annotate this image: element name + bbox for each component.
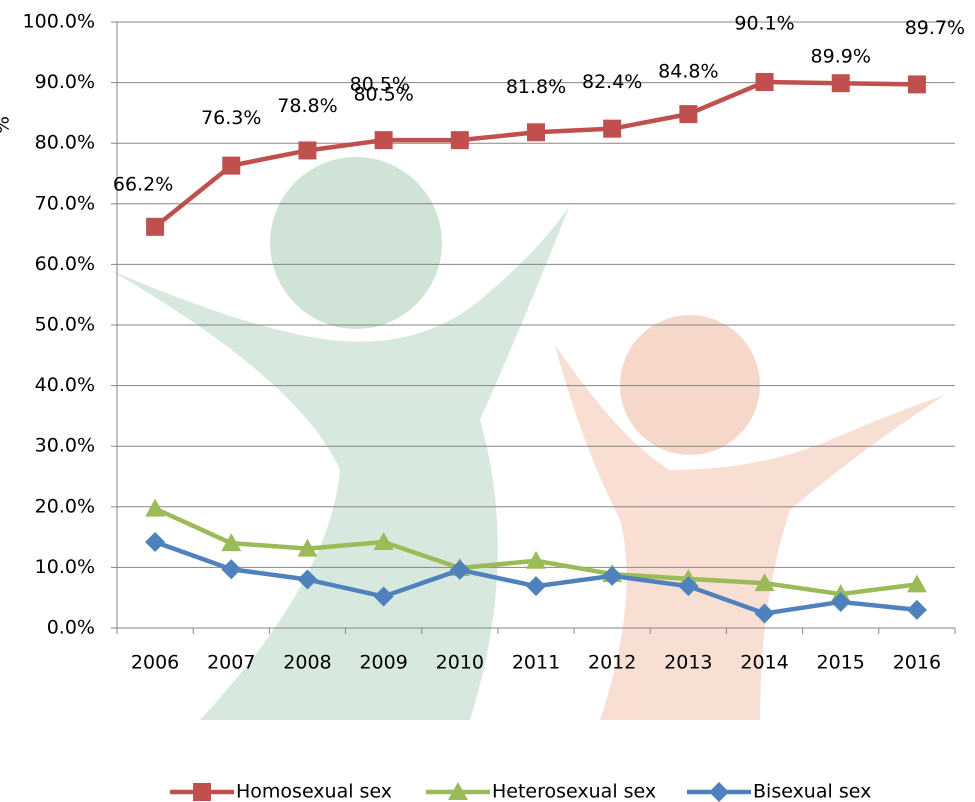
data-point <box>146 217 165 236</box>
data-point <box>679 105 698 124</box>
data-point <box>297 538 318 557</box>
data-point <box>222 156 241 175</box>
y-tick-label: 60.0% <box>35 253 95 275</box>
x-tick-label: 2015 <box>817 652 865 674</box>
legend-label: Bisexual sex <box>753 781 871 802</box>
data-point <box>602 565 623 586</box>
data-point <box>830 591 851 612</box>
data-point <box>221 533 242 552</box>
data-label: 84.8% <box>658 61 718 83</box>
data-label: 90.1% <box>734 12 794 34</box>
data-point <box>221 559 242 580</box>
data-point <box>298 141 317 160</box>
data-label: 76.3% <box>201 107 261 129</box>
x-tick-label: 2016 <box>893 652 941 674</box>
data-label: 89.9% <box>811 46 871 68</box>
data-point <box>526 576 546 597</box>
data-label: 82.4% <box>582 71 642 93</box>
data-point <box>755 72 774 91</box>
legend-marker <box>709 782 729 802</box>
y-tick-label: 100.0% <box>23 11 95 33</box>
data-point <box>754 573 775 592</box>
data-point <box>297 569 318 590</box>
data-point <box>678 576 699 597</box>
data-point <box>373 586 394 607</box>
x-tick-label: 2014 <box>740 652 788 674</box>
data-point <box>373 531 394 550</box>
y-tick-label: 90.0% <box>35 71 95 93</box>
data-point <box>906 599 927 620</box>
data-point <box>527 123 545 142</box>
y-tick-label: 80.0% <box>35 132 95 154</box>
y-tick-label: 40.0% <box>35 374 95 396</box>
x-tick-label: 2013 <box>664 652 712 674</box>
x-tick-label: 2012 <box>588 652 636 674</box>
x-tick-label: 2010 <box>436 652 484 674</box>
legend-marker <box>193 783 211 801</box>
data-point <box>831 74 850 93</box>
y-tick-label: 30.0% <box>35 435 95 457</box>
data-point <box>906 574 927 593</box>
data-point <box>374 131 393 150</box>
legend-marker <box>448 782 468 800</box>
data-label: 80.5% <box>350 74 410 96</box>
data-point <box>603 119 622 138</box>
data-point <box>449 559 470 580</box>
data-label: 81.8% <box>506 76 566 98</box>
legend-label: Homosexual sex <box>236 781 392 802</box>
x-tick-label: 2007 <box>207 652 255 674</box>
y-tick-label: 20.0% <box>35 495 95 517</box>
series-line <box>153 79 917 229</box>
data-point <box>145 498 166 517</box>
data-point <box>907 75 926 94</box>
x-tick-label: 2009 <box>359 652 407 674</box>
y-tick-label: 50.0% <box>35 314 95 336</box>
data-point <box>526 550 546 569</box>
data-label: 78.8% <box>277 95 337 117</box>
data-label: 80.5% <box>353 84 413 106</box>
data-point <box>450 131 469 150</box>
watermark <box>110 157 945 720</box>
legend-label: Heterosexual sex <box>492 781 656 802</box>
data-point <box>145 531 166 552</box>
y-tick-label: 10.0% <box>35 556 95 578</box>
y-axis-label: % <box>0 116 14 134</box>
data-label: 66.2% <box>113 173 173 195</box>
y-tick-label: 70.0% <box>35 192 95 214</box>
x-tick-label: 2008 <box>283 652 331 674</box>
x-tick-label: 2011 <box>512 652 560 674</box>
y-tick-label: 0.0% <box>47 617 95 639</box>
x-tick-label: 2006 <box>131 652 179 674</box>
data-label: 89.7% <box>905 17 965 39</box>
data-point <box>754 603 775 624</box>
